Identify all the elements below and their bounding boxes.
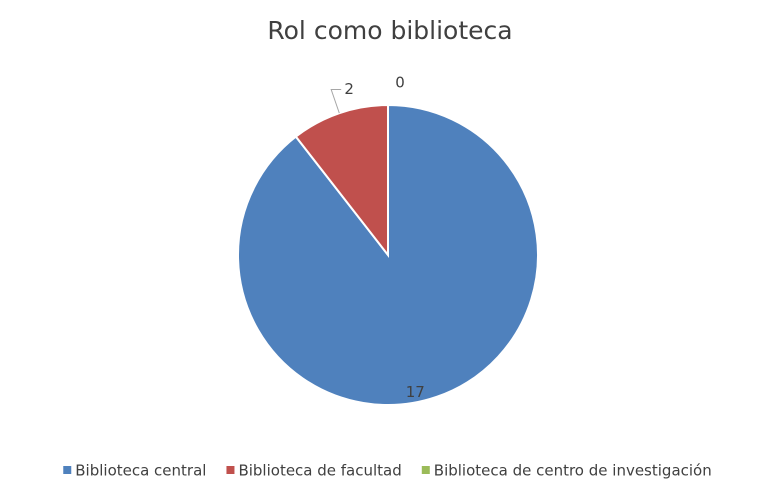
pie-slice <box>294 103 389 258</box>
data-label: 0 <box>395 74 405 92</box>
legend-label: Biblioteca central <box>75 462 206 480</box>
legend-swatch <box>63 466 72 474</box>
legend-swatch <box>226 466 235 474</box>
chart-title: Rol como biblioteca <box>267 16 512 45</box>
legend-label: Biblioteca de centro de investigación <box>434 462 712 480</box>
legend-label: Biblioteca de facultad <box>238 462 401 480</box>
leader-line <box>330 88 342 114</box>
data-label: 2 <box>344 80 354 98</box>
legend-swatch <box>421 466 430 474</box>
data-label: 17 <box>406 383 425 401</box>
